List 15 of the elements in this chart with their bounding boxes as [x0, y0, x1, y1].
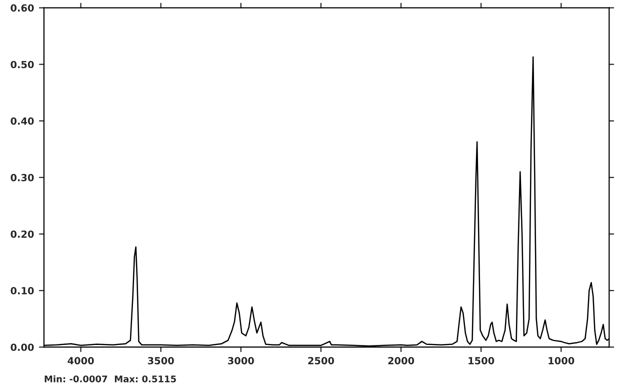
text: Min: -0.0007 Max: 0.5115 [44, 375, 176, 382]
x-tick-label: 3000 [228, 356, 254, 364]
y-tick-label: 0.50 [10, 60, 34, 68]
y-tick-label: 0.30 [10, 174, 34, 182]
y-tick-label: 0.60 [10, 4, 34, 12]
y-tick-label: 0.00 [10, 344, 34, 351]
x-tick-label: 2000 [388, 356, 414, 364]
y-tick-label: 0.20 [10, 230, 34, 238]
x-tick-label: 1500 [468, 356, 494, 364]
x-tick-label: 1000 [548, 356, 574, 364]
y-tick-label: 0.10 [10, 287, 34, 294]
x-tick-label: 4000 [68, 356, 94, 364]
y-tick-label: 0.40 [10, 117, 34, 125]
x-tick-label: 3500 [148, 356, 174, 364]
x-tick-label: 2500 [308, 356, 334, 364]
